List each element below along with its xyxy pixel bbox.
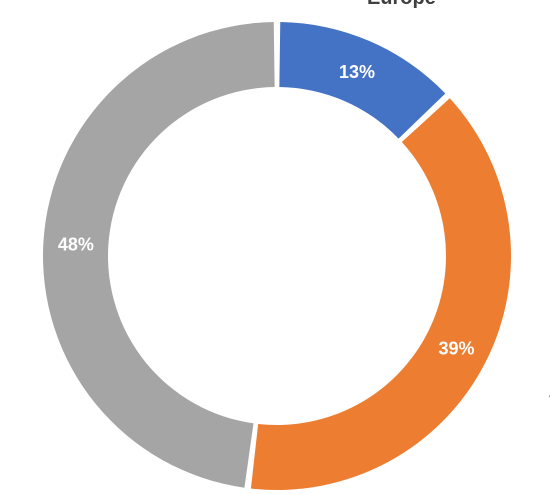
category-label-europe: Europe [367,0,436,9]
donut-slices [42,22,512,490]
slice-europe [279,22,446,139]
data-label-europe: 13% [339,62,375,82]
data-label-asia: 39% [439,338,475,358]
slice-asia [250,98,512,490]
data-label-america: 48% [58,234,94,254]
donut-labels: 13%Europe39%Asia48%America [58,0,550,403]
category-label-asia: Asia [549,380,550,402]
slice-america [42,22,275,488]
